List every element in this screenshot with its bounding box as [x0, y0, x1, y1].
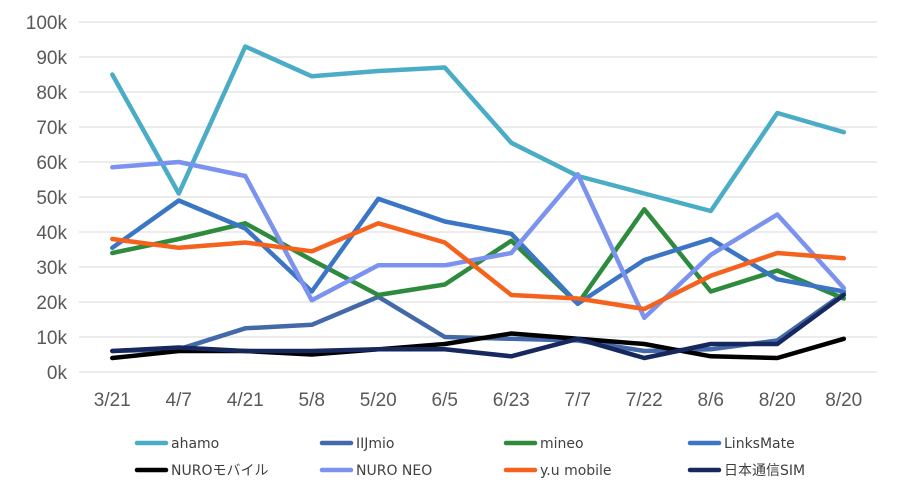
legend-label: NURO NEO [356, 463, 432, 479]
x-tick-label: 5/20 [360, 390, 397, 411]
series-line-6 [110, 221, 847, 312]
legend-label: ahamo [171, 436, 219, 452]
series-line-0 [110, 44, 847, 214]
y-tick-label: 30k [36, 258, 67, 279]
y-axis-tick-labels: 0k 10k 20k 30k 40k 50k 60k 70k 80k 90k 100k [26, 13, 68, 384]
y-tick-label: 10k [36, 328, 67, 349]
legend-item: NUROモバイル [134, 463, 268, 479]
x-tick-label: 6/23 [493, 390, 530, 411]
legend-label: IIJmio [356, 436, 394, 452]
series-line-2 [110, 207, 847, 307]
legend-item: NURO NEO [319, 463, 432, 479]
legend-item: mineo [503, 436, 584, 452]
x-tick-label: 8/6 [698, 390, 724, 411]
legend-label: LinksMate [724, 436, 795, 452]
legend-label: NUROモバイル [171, 463, 268, 479]
y-tick-label: 80k [36, 83, 67, 104]
x-tick-label: 4/7 [166, 390, 192, 411]
x-tick-label: 3/21 [94, 390, 131, 411]
legend-item: y.u mobile [503, 463, 612, 479]
series-line-7 [110, 292, 847, 361]
x-tick-label: 8/20 [759, 390, 796, 411]
y-tick-label: 90k [36, 48, 67, 69]
series-line-3 [110, 196, 847, 307]
x-tick-label: 6/5 [432, 390, 458, 411]
y-tick-label: 70k [36, 118, 67, 139]
y-tick-label: 100k [26, 13, 68, 34]
y-tick-label: 0k [47, 363, 68, 384]
series-lines [110, 44, 847, 361]
x-tick-label: 4/21 [227, 390, 264, 411]
legend-item: LinksMate [687, 436, 795, 452]
legend-item: ahamo [134, 436, 219, 452]
legend-label: 日本通信SIM [724, 463, 805, 479]
gridlines [79, 21, 877, 373]
y-tick-label: 40k [36, 223, 67, 244]
x-tick-label: 7/22 [626, 390, 663, 411]
series-line-5 [110, 159, 847, 321]
legend-label: mineo [540, 436, 584, 452]
x-axis-tick-labels: 3/21 4/7 4/21 5/8 5/20 6/5 6/23 7/7 7/22 8/6 8/20 8… [94, 390, 862, 411]
x-tick-label: 7/7 [565, 390, 591, 411]
x-tick-label: 5/8 [299, 390, 325, 411]
y-tick-label: 60k [36, 153, 67, 174]
y-tick-label: 20k [36, 293, 67, 314]
legend-item: IIJmio [319, 436, 394, 452]
y-tick-label: 50k [36, 188, 67, 209]
legend: ahamo IIJmio mineo LinksMate NUROモバイル NURO NE… [134, 436, 805, 479]
x-tick-label: 8/20 [825, 390, 862, 411]
legend-item: 日本通信SIM [687, 463, 805, 479]
legend-label: y.u mobile [540, 463, 612, 479]
